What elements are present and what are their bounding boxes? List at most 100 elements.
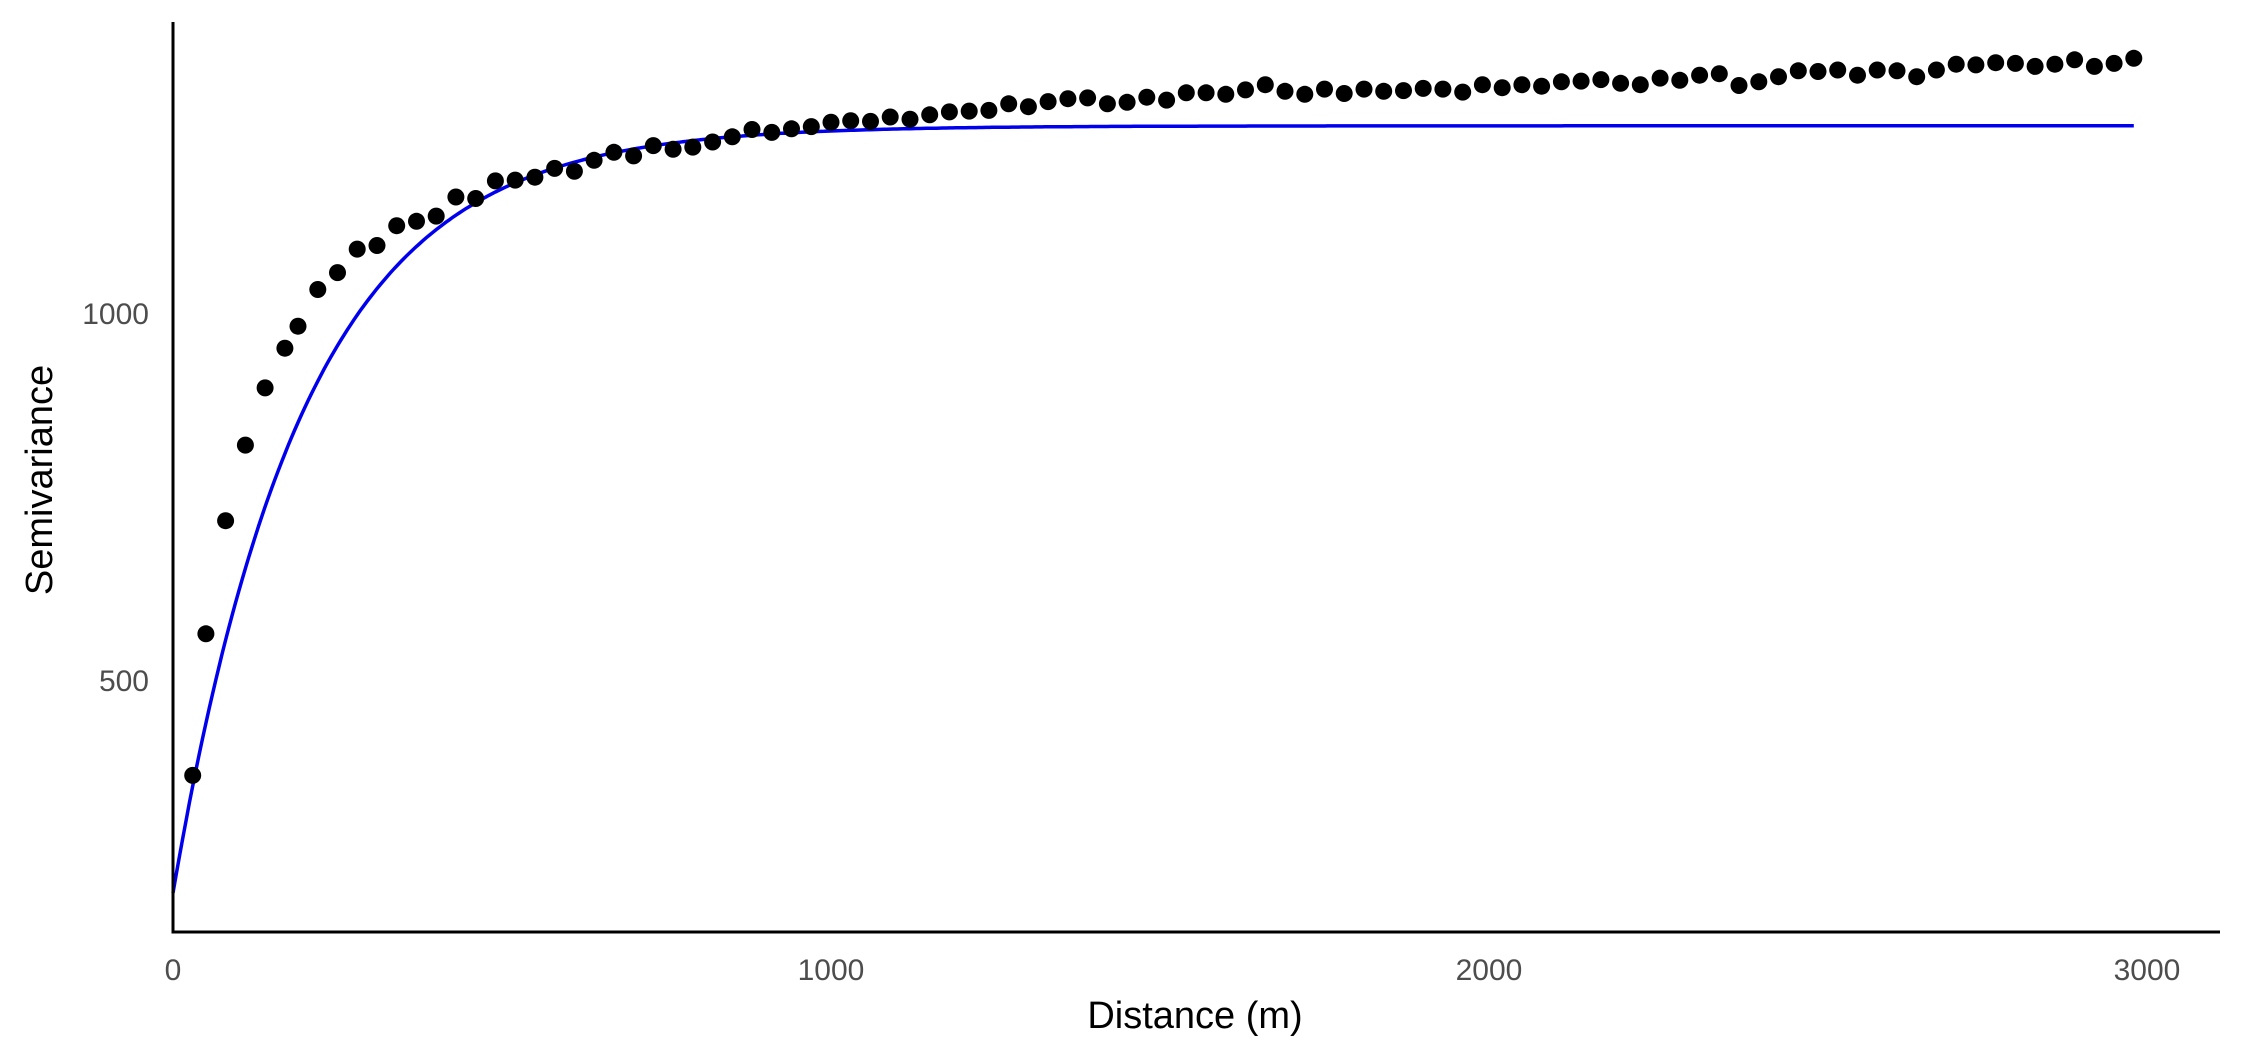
data-point (1829, 61, 1847, 79)
data-point (585, 151, 603, 169)
data-point (1256, 76, 1274, 94)
data-point (802, 118, 820, 136)
plot-points (184, 49, 2143, 784)
data-point (2046, 55, 2064, 73)
data-point (1770, 68, 1787, 86)
data-point (447, 188, 465, 206)
data-point (1513, 76, 1531, 94)
data-point (546, 159, 564, 177)
x-tick-label: 0 (165, 954, 182, 987)
data-point (842, 112, 860, 130)
data-point (940, 103, 958, 121)
data-point (276, 339, 294, 357)
data-point (1750, 73, 1768, 91)
data-point (644, 137, 662, 155)
data-point (2125, 49, 2143, 67)
data-point (1039, 93, 1057, 111)
data-point (1118, 93, 1136, 111)
data-point (1059, 90, 1077, 108)
data-point (625, 147, 643, 165)
data-point (1947, 55, 1965, 73)
data-point (329, 264, 346, 282)
x-tick-label: 1000 (798, 954, 865, 987)
y-axis-title: Semivariance (19, 365, 61, 595)
data-point (1414, 79, 1432, 97)
data-point (1789, 62, 1807, 80)
x-axis-title: Distance (m) (1087, 995, 1302, 1037)
data-point (2085, 57, 2103, 75)
data-point (763, 123, 781, 141)
data-point (743, 121, 761, 138)
data-point (1671, 71, 1689, 89)
data-point (1395, 82, 1412, 100)
data-point (1276, 82, 1294, 100)
x-axis-ticks: 0 1000 2000 3000 (165, 954, 2181, 987)
data-point (881, 108, 899, 126)
plot-lines (171, 124, 2134, 894)
data-point (427, 207, 445, 225)
data-point (1927, 61, 1945, 79)
data-point (1493, 79, 1511, 97)
y-tick-label: 1000 (82, 298, 149, 331)
x-tick-label: 2000 (1456, 954, 1523, 987)
data-point (2066, 51, 2084, 69)
fitted-model-line (171, 124, 2134, 894)
data-point (1375, 82, 1393, 100)
data-point (1434, 80, 1452, 98)
data-point (256, 379, 274, 397)
data-point (684, 138, 702, 156)
data-point (408, 212, 425, 230)
data-point (217, 512, 235, 530)
data-point (1987, 54, 2005, 72)
data-point (1967, 56, 1985, 74)
data-point (1651, 69, 1669, 87)
data-point (565, 162, 583, 180)
data-point (1533, 77, 1551, 95)
data-point (1473, 76, 1491, 94)
data-point (289, 317, 307, 335)
data-point (1631, 76, 1649, 94)
data-point (184, 766, 202, 784)
data-point (1868, 61, 1886, 79)
data-point (388, 217, 406, 235)
data-point (1612, 74, 1630, 92)
data-point (980, 101, 998, 119)
data-point (1592, 71, 1610, 89)
data-point (368, 237, 386, 254)
data-point (1237, 81, 1254, 99)
data-point (1000, 95, 1018, 113)
data-point (1138, 88, 1156, 106)
data-point (1572, 72, 1590, 90)
data-point (2006, 54, 2024, 72)
data-point (704, 133, 722, 151)
data-point (1710, 65, 1728, 83)
data-point (1197, 84, 1215, 102)
data-point (1355, 80, 1373, 98)
data-point (1217, 85, 1235, 103)
data-point (1316, 80, 1333, 98)
x-tick-label: 3000 (2114, 954, 2181, 987)
data-point (1158, 91, 1176, 109)
data-point (822, 113, 840, 131)
data-point (1296, 85, 1314, 103)
data-point (309, 281, 327, 298)
data-point (783, 120, 800, 138)
data-point (2105, 54, 2123, 72)
data-point (1888, 62, 1906, 80)
data-point (1019, 98, 1037, 116)
data-point (1079, 89, 1097, 107)
y-tick-label: 500 (99, 665, 149, 698)
data-point (1809, 63, 1827, 80)
data-point (1177, 84, 1195, 102)
data-point (526, 168, 544, 186)
data-point (862, 112, 879, 130)
data-point (1454, 83, 1472, 101)
data-point (348, 240, 366, 258)
data-point (1552, 73, 1570, 91)
data-point (1908, 68, 1926, 86)
data-point (723, 128, 741, 146)
data-point (2026, 57, 2044, 75)
data-point (467, 190, 485, 207)
data-point (605, 143, 623, 161)
